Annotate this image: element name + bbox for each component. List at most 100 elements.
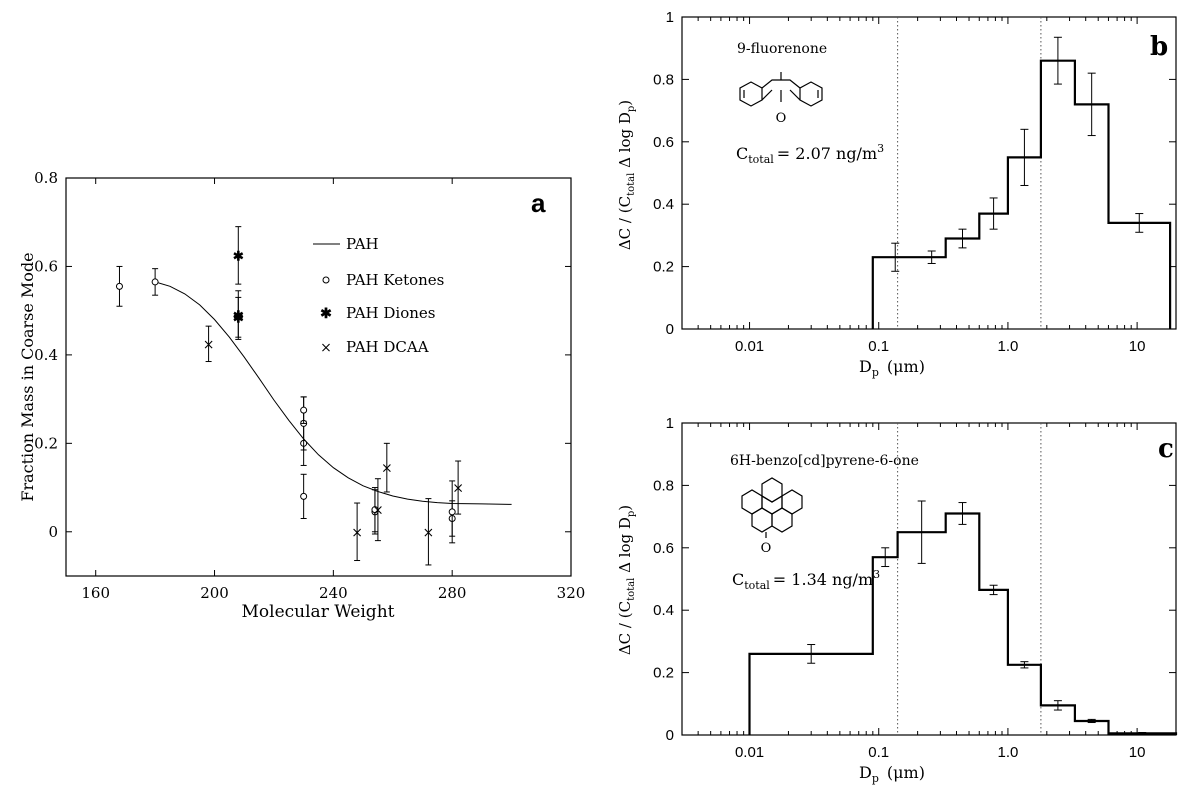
- panel-b-ylabel-sub: total: [626, 173, 637, 196]
- panel-b-ylabel: ΔC / (Ctotal Δ log Dp): [616, 100, 637, 250]
- benzopyrenone-structure: [741, 477, 803, 538]
- panel-b-atom: O: [776, 111, 787, 126]
- dione-point: ✱: [233, 311, 244, 326]
- panel-c-ylabel-sub: total: [626, 578, 637, 601]
- legend-pah: PAH: [346, 235, 379, 253]
- panel-c-atom: O: [761, 541, 772, 556]
- panel-c-ylabel-sub2: p: [626, 511, 637, 517]
- panel-b-xtick-label: 1.0: [997, 338, 1018, 355]
- panel-c-total-sub: total: [744, 579, 770, 592]
- panel-c-label: c: [1158, 434, 1174, 464]
- panel-b-total-value: 2.07 ng/m: [795, 144, 877, 163]
- panel-a-legend: PAH PAH Ketones ✱ PAH Diones × PAH DCAA: [313, 235, 444, 356]
- panel-b-chart: 0.01 0.1 1.0 10 0 0.2 0.4 0.6 0.8 1 b 9-fluorenon…: [616, 9, 1177, 379]
- panel-b-total-sup: 3: [877, 142, 884, 155]
- panel-b-ylabel-mid: Δ log D: [616, 112, 634, 173]
- panel-c-total: Ctotal = 1.34 ng/m3: [732, 568, 880, 592]
- panel-c-chart: 0.01 0.1 1.0 10 0 0.2 0.4 0.6 0.8 1 c 6H-benzo[cd…: [616, 415, 1178, 785]
- panel-a-xtick-label: 320: [557, 584, 586, 602]
- legend-dcaa-marker: ×: [320, 340, 332, 356]
- panel-b-total-sub: total: [748, 153, 774, 166]
- panel-b-xlabel-unit: (μm): [887, 357, 925, 376]
- ketone-point: [448, 508, 456, 516]
- panel-a-ytick-label: 0.4: [34, 346, 58, 364]
- ketone-point: [300, 406, 308, 414]
- legend-diones-marker: ✱: [320, 306, 332, 322]
- legend-ketones: PAH Ketones: [346, 271, 444, 289]
- panel-c-ylabel-end: ): [616, 505, 634, 511]
- dcaa-point: ×: [351, 525, 363, 541]
- panel-a-xtick-label: 280: [438, 584, 467, 602]
- legend-diones: PAH Diones: [346, 304, 436, 322]
- panel-b-xlabel: Dp (μm): [859, 357, 925, 379]
- panel-c-xtick-label: 0.1: [868, 744, 889, 761]
- panel-c-ytick-label: 0.6: [653, 540, 674, 557]
- panel-c-compound: 6H-benzo[cd]pyrene-6-one: [730, 453, 919, 469]
- panel-c-total-sup: 3: [873, 568, 880, 581]
- legend-dcaa: PAH DCAA: [346, 338, 429, 356]
- panel-c-ytick-label: 0.2: [653, 665, 674, 682]
- panel-c-frame: [681, 422, 1177, 736]
- panel-b-ytick-label: 0.2: [653, 259, 674, 276]
- panel-b-xlabel-main: D: [859, 357, 872, 376]
- panel-a-xtick-label: 240: [319, 584, 348, 602]
- ketone-point: [151, 278, 159, 286]
- panel-a-ytick-label: 0.6: [34, 257, 58, 275]
- panel-b-ytick-label: 0.8: [653, 71, 674, 88]
- panel-a-ytick-label: 0: [48, 523, 58, 541]
- panel-b-xtick-label: 0.01: [735, 338, 764, 355]
- panel-b-total-label: C: [736, 144, 748, 163]
- dione-point: ✱: [233, 249, 244, 264]
- panel-b-ytick-label: 0.6: [653, 134, 674, 151]
- panel-a-chart: 160 200 240 280 320 0 0.2 0.4 0.6 0.8 ✱ ✱ ✱ × × × × × × a…: [18, 169, 585, 622]
- panel-c-ytick-label: 1: [666, 415, 674, 432]
- panel-c-xtick-label: 1.0: [997, 744, 1018, 761]
- panel-c-xlabel-unit: (μm): [887, 763, 925, 782]
- panel-b-ytick-label: 0.4: [653, 196, 674, 213]
- panel-c-xtick-label: 10: [1129, 744, 1146, 761]
- panel-c-step-line: [748, 512, 1178, 735]
- panel-b-frame: [681, 16, 1177, 330]
- panel-c-ylabel-a: ΔC / (C: [616, 601, 634, 655]
- panel-c-xlabel-main: D: [859, 763, 872, 782]
- panel-a-frame: [65, 177, 572, 577]
- panel-c-ytick-label: 0.8: [653, 477, 674, 494]
- ketone-point: [300, 492, 308, 500]
- panel-a-ytick-label: 0.2: [34, 434, 58, 452]
- panel-c-ytick-label: 0.4: [653, 602, 674, 619]
- panel-b-ytick-label: 0: [666, 321, 674, 338]
- panel-a-ytick-label: 0.8: [34, 169, 58, 187]
- panel-c-total-label: C: [732, 570, 744, 589]
- panel-b-xtick-label: 10: [1129, 338, 1146, 355]
- panel-b-xtick-label: 0.1: [868, 338, 889, 355]
- dcaa-point: ×: [423, 525, 435, 541]
- panel-b-ytick-label: 1: [666, 9, 674, 26]
- panel-c-ylabel: ΔC / (Ctotal Δ log Dp): [616, 505, 637, 655]
- dcaa-point: ×: [372, 503, 384, 519]
- panel-a-xtick-label: 160: [81, 584, 110, 602]
- panel-b-xlabel-sub: p: [872, 366, 879, 379]
- panel-b-compound: 9-fluorenone: [737, 41, 827, 57]
- panel-a-ylabel: Fraction Mass in Coarse Mode: [18, 252, 37, 501]
- panel-b-ylabel-a: ΔC / (C: [616, 196, 634, 250]
- panel-b-total: Ctotal = 2.07 ng/m3: [736, 142, 884, 166]
- ketone-point: [115, 282, 123, 290]
- panel-c-ytick-label: 0: [666, 727, 674, 744]
- pah-fit-line: [154, 281, 512, 505]
- fluorenone-structure: [739, 72, 823, 107]
- dcaa-point: ×: [203, 337, 215, 353]
- panel-a-label: a: [531, 188, 546, 218]
- panel-a-xlabel: Molecular Weight: [242, 602, 395, 622]
- panel-b-ylabel-end: ): [616, 100, 634, 106]
- dcaa-point: ×: [381, 461, 393, 477]
- panel-a-xtick-label: 200: [200, 584, 229, 602]
- panel-b-step-line: [871, 59, 1172, 329]
- dcaa-point: ×: [452, 481, 464, 497]
- legend-ketones-marker: [322, 276, 330, 284]
- panel-b-label: b: [1150, 32, 1168, 62]
- panel-c-xtick-label: 0.01: [735, 744, 764, 761]
- panel-b-ylabel-sub2: p: [626, 106, 637, 112]
- panel-c-ylabel-mid: Δ log D: [616, 517, 634, 578]
- panel-c-total-value: 1.34 ng/m: [791, 570, 873, 589]
